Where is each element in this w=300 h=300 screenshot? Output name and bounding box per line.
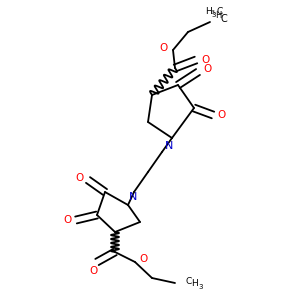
Text: C: C	[220, 14, 227, 24]
Text: O: O	[63, 215, 71, 225]
Text: O: O	[75, 173, 83, 183]
Text: C: C	[217, 8, 223, 16]
Text: O: O	[203, 64, 211, 74]
Text: N: N	[165, 141, 173, 151]
Text: O: O	[160, 43, 168, 53]
Text: C: C	[186, 277, 192, 286]
Text: O: O	[201, 55, 209, 65]
Text: H: H	[192, 280, 198, 289]
Text: O: O	[140, 254, 148, 264]
Text: 3: 3	[199, 284, 203, 290]
Text: 3: 3	[211, 11, 215, 16]
Text: H: H	[205, 8, 212, 16]
Text: O: O	[218, 110, 226, 120]
Text: N: N	[129, 192, 137, 202]
Text: 3: 3	[212, 12, 216, 18]
Text: H: H	[215, 11, 221, 20]
Text: O: O	[90, 266, 98, 276]
